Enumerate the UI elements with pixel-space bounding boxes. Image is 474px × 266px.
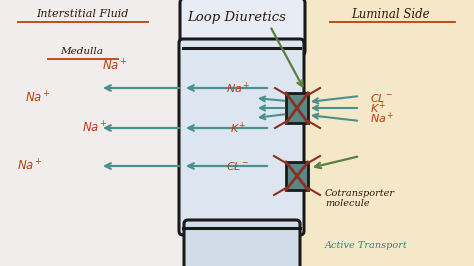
FancyBboxPatch shape	[180, 0, 305, 56]
Text: Na$^+$: Na$^+$	[82, 120, 108, 136]
Text: K$^+$: K$^+$	[370, 100, 386, 116]
Text: CL$^-$: CL$^-$	[227, 160, 250, 172]
Text: Luminal Side: Luminal Side	[351, 7, 429, 20]
Text: Na$^+$: Na$^+$	[226, 80, 250, 96]
Text: Interstitial Fluid: Interstitial Fluid	[36, 9, 128, 19]
Text: Na$^+$: Na$^+$	[25, 90, 51, 106]
Text: Loop Diuretics: Loop Diuretics	[188, 11, 286, 24]
Text: Cotransporter: Cotransporter	[325, 189, 395, 198]
Text: Na$^+$: Na$^+$	[370, 110, 394, 126]
Text: molecule: molecule	[325, 200, 370, 209]
Bar	[286, 93, 308, 123]
FancyBboxPatch shape	[179, 39, 304, 235]
Text: Active Transport: Active Transport	[325, 242, 408, 251]
Text: CL$^-$: CL$^-$	[370, 92, 393, 104]
Bar	[0, 0, 295, 266]
Text: Na$^+$: Na$^+$	[102, 58, 128, 74]
Text: Na$^+$: Na$^+$	[17, 158, 43, 174]
Text: Medulla: Medulla	[61, 47, 103, 56]
Bar	[286, 162, 308, 190]
Text: K$^+$: K$^+$	[230, 120, 246, 136]
FancyBboxPatch shape	[184, 220, 300, 266]
Bar	[295, 0, 474, 266]
